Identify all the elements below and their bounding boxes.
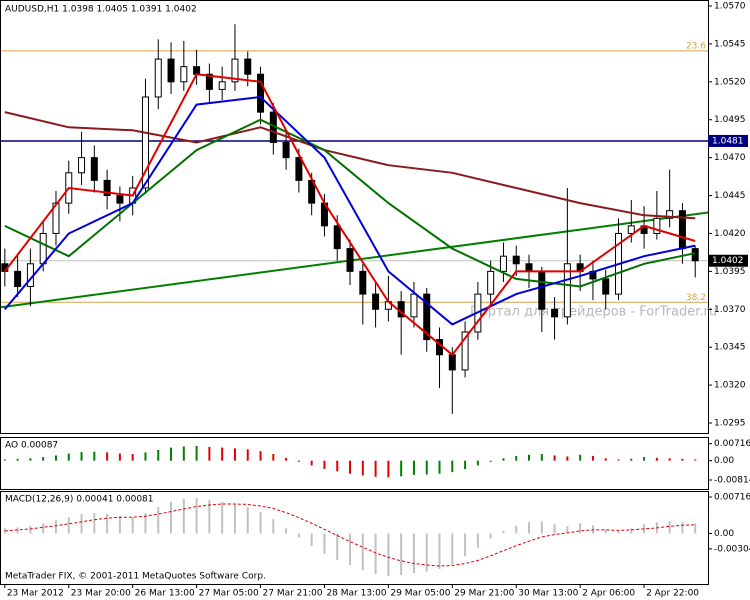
candle-body	[627, 225, 635, 234]
candle-body	[39, 232, 47, 265]
candle-body	[359, 270, 367, 295]
candle-body	[218, 81, 226, 90]
candle-body	[116, 195, 124, 204]
macd-title: MACD(12,26,9) 0.00041 0.00081	[5, 495, 154, 505]
x-tick-label: 30 Mar 13:00	[518, 589, 578, 599]
y-tick-label: 0.00	[714, 456, 734, 466]
y-tick-label: 1.0470	[714, 153, 746, 163]
candle-body	[538, 270, 546, 310]
y-tick-label: 1.0320	[714, 381, 746, 391]
candle-body	[372, 293, 380, 310]
x-tick-label: 2 Apr 22:00	[646, 589, 699, 599]
candle-body	[678, 210, 686, 250]
y-tick-label: 1.0570	[714, 2, 746, 12]
candle-body	[90, 157, 98, 181]
candle-body	[410, 293, 418, 318]
candle-body	[653, 217, 661, 234]
candle-body	[141, 96, 149, 189]
y-tick-label: 1.0345	[714, 343, 746, 353]
y-tick-label: 1.0395	[714, 267, 746, 277]
x-tick-label: 29 Mar 21:00	[454, 589, 514, 599]
candle-body	[602, 278, 610, 295]
candle-body	[282, 141, 290, 159]
copyright: MetaTrader FIX, © 2001-2011 MetaQuotes S…	[5, 572, 266, 582]
moving-average	[4, 73, 696, 357]
x-tick-label: 2 Apr 06:00	[582, 589, 635, 599]
price-label-box	[708, 254, 748, 267]
x-tick-label: 26 Mar 13:00	[135, 589, 195, 599]
y-tick-label: 0.00	[714, 529, 734, 539]
candle-body	[180, 66, 188, 83]
y-tick-label: 1.0420	[714, 229, 746, 239]
candle-body	[512, 255, 520, 265]
fib-label: 23.6	[686, 41, 706, 51]
candle-body	[691, 248, 699, 262]
main-frame	[0, 0, 709, 434]
candle-body	[231, 58, 239, 83]
x-tick-label: 28 Mar 13:00	[326, 589, 386, 599]
candle-body	[14, 270, 22, 288]
candle-body	[257, 73, 265, 113]
candle-body	[666, 210, 674, 219]
x-tick-label: 29 Mar 05:00	[390, 589, 450, 599]
price-label: 1.0481	[712, 136, 744, 146]
candle-body	[78, 157, 86, 174]
candle-body	[461, 331, 469, 371]
x-tick-label: 23 Mar 2012	[7, 589, 64, 599]
candle-body	[295, 157, 303, 181]
y-tick-label: 0.00716	[714, 439, 750, 449]
y-tick-label: 1.0295	[714, 418, 746, 428]
candle-body	[333, 225, 341, 250]
x-tick-label: 27 Mar 21:00	[263, 589, 323, 599]
signal-line	[4, 503, 696, 567]
x-tick-label: 23 Mar 20:00	[71, 589, 131, 599]
moving-average	[4, 111, 696, 220]
candle-body	[103, 179, 111, 197]
candle-body	[448, 354, 456, 371]
y-tick-label: -0.00814	[714, 476, 750, 486]
trend-line	[0, 211, 709, 309]
y-tick-label: 1.0495	[714, 115, 746, 125]
candle-body	[551, 308, 559, 318]
watermark: Портал для трейдеров - ForTrader.ru	[470, 305, 717, 320]
moving-average	[4, 95, 696, 326]
moving-average	[4, 118, 696, 288]
candle-body	[346, 248, 354, 272]
candle-body	[525, 263, 533, 272]
chart-title: AUDUSD,H1 1.0398 1.0405 1.0391 1.0402	[5, 5, 197, 15]
x-tick-label: 27 Mar 05:00	[199, 589, 259, 599]
price-label: 1.0402	[712, 256, 744, 266]
y-tick-label: 1.0370	[714, 305, 746, 315]
candle-body	[205, 73, 213, 90]
candle-body	[499, 255, 507, 272]
y-tick-label: 1.0520	[714, 77, 746, 87]
y-tick-label: 1.0445	[714, 191, 746, 201]
fib-label: 38.2	[686, 293, 706, 303]
candle-body	[563, 263, 571, 318]
macd-frame	[0, 491, 709, 585]
candle-body	[487, 270, 495, 295]
ao-frame	[0, 437, 709, 490]
candle-body	[193, 66, 201, 75]
candle-body	[423, 293, 431, 341]
y-tick-label: -0.00304	[714, 544, 750, 554]
ao-title: AO 0.00087	[5, 441, 58, 451]
candle-body	[167, 58, 175, 83]
candle-body	[244, 58, 252, 75]
y-tick-label: 0.00716	[714, 493, 750, 503]
candle-body	[154, 58, 162, 98]
price-label-box	[708, 134, 748, 147]
y-tick-label: 1.0545	[714, 39, 746, 49]
